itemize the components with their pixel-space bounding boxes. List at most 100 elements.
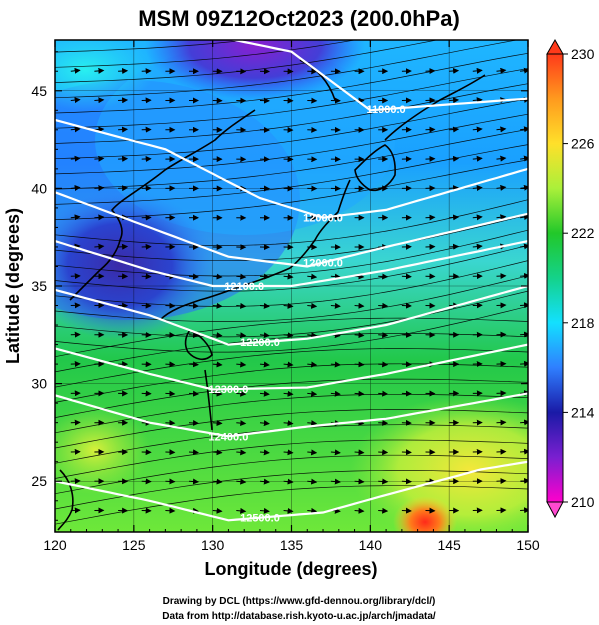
kyushu-coast xyxy=(184,328,213,361)
wind-vector xyxy=(378,361,389,368)
wind-vector xyxy=(472,126,483,133)
wind-vector xyxy=(378,478,389,485)
credit-drawing: Drawing by DCL (https://www.gfd-dennou.o… xyxy=(163,596,436,607)
wind-vector xyxy=(449,243,460,250)
y-axis-label: Latitude (degrees) xyxy=(3,208,23,364)
wind-vector xyxy=(212,449,223,456)
wind-vector xyxy=(212,420,223,426)
contour-label-2: 12000.0 xyxy=(303,258,343,270)
wind-vector xyxy=(212,332,223,339)
wind-vector xyxy=(94,155,105,162)
wind-vector xyxy=(472,185,483,192)
wind-vector xyxy=(188,478,199,485)
wind-vector xyxy=(330,302,341,309)
wind-vector xyxy=(307,361,318,368)
y-tick-label-4: 45 xyxy=(31,83,47,99)
x-tick-label-4: 140 xyxy=(359,537,383,553)
streamline-3 xyxy=(55,439,528,479)
contour-labels: 11900.0 12000.0 12000.0 12100.0 12200.0 12300… xyxy=(209,104,406,525)
wind-vector xyxy=(212,361,223,368)
wind-vector xyxy=(118,185,129,192)
credit-data: Data from http://database.rish.kyoto-u.a… xyxy=(162,611,436,622)
streamline-29 xyxy=(55,40,439,83)
wind-vector xyxy=(283,332,294,339)
wind-vector xyxy=(165,419,176,426)
wind-vector xyxy=(236,420,247,427)
wind-vector xyxy=(330,361,341,368)
y-tick-label-0: 25 xyxy=(31,473,47,489)
colorbar-tick-label-4: 226 xyxy=(571,136,595,152)
nansei-islands xyxy=(204,369,213,431)
streamline-14 xyxy=(55,275,528,322)
wind-vector xyxy=(259,332,270,339)
streamline-5 xyxy=(55,409,528,449)
colorbar-tick-label-1: 214 xyxy=(571,404,595,420)
wind-vector xyxy=(472,214,483,221)
wind-vector xyxy=(307,273,318,280)
colorbar-tick-label-0: 210 xyxy=(571,494,595,510)
wind-vector xyxy=(307,449,318,456)
streamline-22 xyxy=(55,129,528,190)
wind-vector xyxy=(165,361,176,368)
wind-vector xyxy=(259,478,270,485)
wind-vector xyxy=(236,361,247,368)
streamline-12 xyxy=(55,305,528,353)
streamline-11 xyxy=(55,317,528,358)
x-tick-label-0: 120 xyxy=(43,537,67,553)
wind-vector xyxy=(496,214,507,221)
streamline-2 xyxy=(55,454,528,495)
wind-vector xyxy=(449,214,460,221)
colorbar-tick-label-2: 218 xyxy=(571,315,595,331)
wind-vector xyxy=(354,361,365,368)
cyan-region xyxy=(55,40,155,110)
contour-line-6 xyxy=(55,392,528,438)
colorbar-tick-label-3: 222 xyxy=(571,225,595,241)
wind-vector xyxy=(188,419,199,426)
wind-vector xyxy=(330,478,341,485)
streamline-9 xyxy=(55,348,528,388)
wind-vector xyxy=(94,97,105,104)
colorbar-ticks: 210 214 218 222 226 230 xyxy=(563,46,595,510)
wind-vector xyxy=(236,390,247,397)
wind-vector xyxy=(472,243,483,250)
wind-vector xyxy=(354,390,365,397)
wind-vector xyxy=(259,507,270,514)
honshu-coast xyxy=(159,179,351,321)
wind-vector xyxy=(449,185,460,192)
contour-line-3 xyxy=(55,240,528,288)
wind-vector xyxy=(188,302,199,309)
streamline-30 xyxy=(55,40,357,68)
streamline-24 xyxy=(55,98,528,160)
wind-vector xyxy=(354,507,365,514)
wind-vector xyxy=(378,449,389,456)
wind-vector xyxy=(449,155,460,162)
coastlines xyxy=(57,59,486,531)
wind-vector xyxy=(378,419,389,426)
wind-vector xyxy=(70,97,81,104)
plot-area: 11900.0 12000.0 12000.0 12100.0 12200.0 12300… xyxy=(55,40,528,532)
wind-vector xyxy=(283,273,294,280)
contour-label-1: 12000.0 xyxy=(303,213,343,225)
height-contours xyxy=(55,40,528,522)
wind-vector xyxy=(449,67,460,74)
streamline-28 xyxy=(55,40,519,99)
wind-vector xyxy=(449,126,460,133)
contour-label-6: 12400.0 xyxy=(209,431,249,443)
wind-vector xyxy=(165,302,176,309)
wind-vector xyxy=(307,302,318,309)
wind-vector xyxy=(378,273,389,280)
streamline-20 xyxy=(55,159,528,220)
colorbar-tick-label-5: 230 xyxy=(571,46,595,62)
chart-title: MSM 09Z12Oct2023 (200.0hPa) xyxy=(138,6,460,31)
wind-vector xyxy=(70,67,81,74)
contour-label-3: 12100.0 xyxy=(224,281,264,293)
wind-vector xyxy=(94,185,105,192)
wind-vector xyxy=(401,273,412,280)
contour-label-4: 12200.0 xyxy=(240,337,280,349)
colorbar: 210 214 218 222 226 230 xyxy=(546,38,595,519)
streamline-0 xyxy=(55,485,528,525)
wind-vector xyxy=(236,273,247,280)
streamline-27 xyxy=(55,52,528,114)
wind-vector xyxy=(283,420,294,427)
